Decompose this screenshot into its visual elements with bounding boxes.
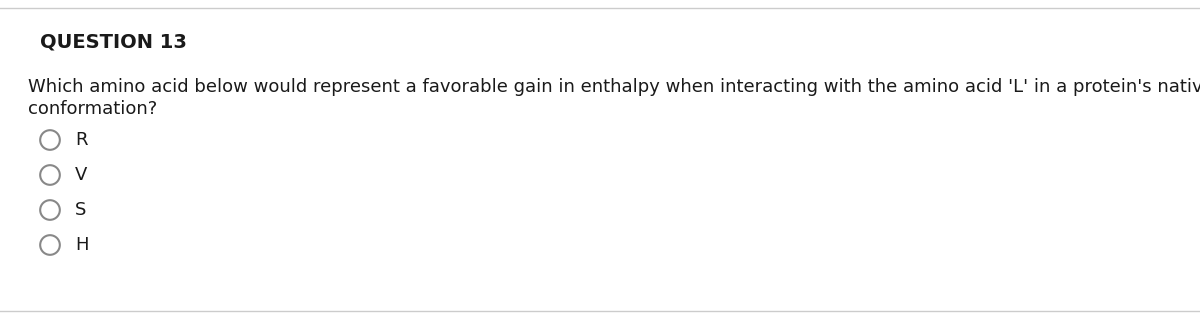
Point — [41, 242, 60, 248]
Point — [41, 207, 60, 212]
Point — [41, 137, 60, 143]
Text: H: H — [74, 236, 89, 254]
Text: S: S — [74, 201, 86, 219]
Text: V: V — [74, 166, 88, 184]
Point — [41, 173, 60, 178]
Text: QUESTION 13: QUESTION 13 — [40, 32, 187, 51]
Text: Which amino acid below would represent a favorable gain in enthalpy when interac: Which amino acid below would represent a… — [28, 78, 1200, 96]
Text: conformation?: conformation? — [28, 100, 157, 118]
Text: R: R — [74, 131, 88, 149]
